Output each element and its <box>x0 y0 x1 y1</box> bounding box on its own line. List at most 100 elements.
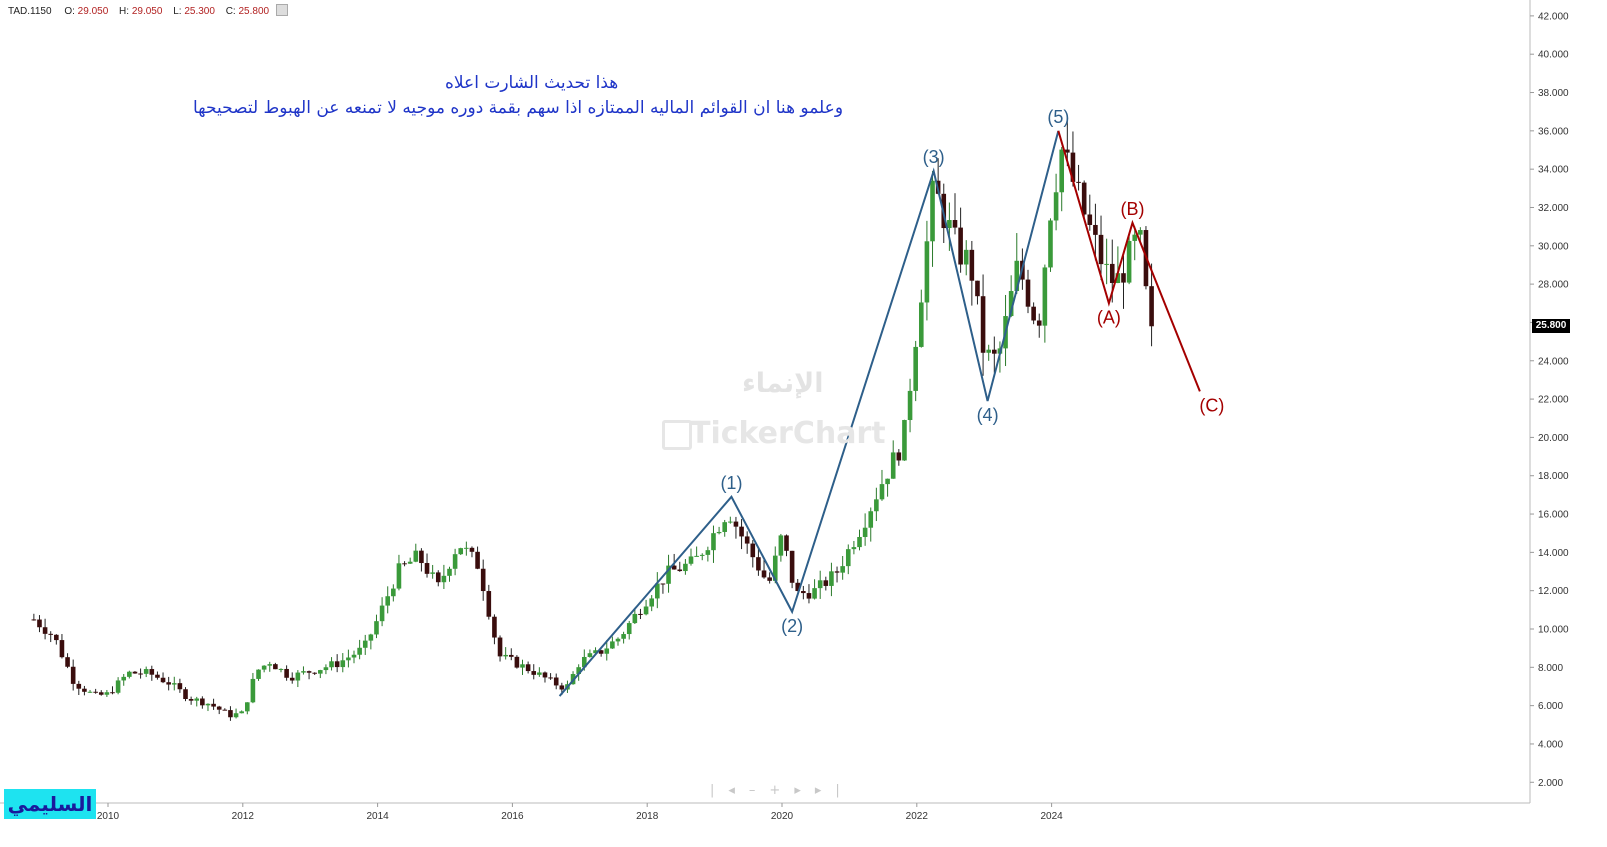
candle-body <box>334 661 340 668</box>
candle-body <box>306 671 312 673</box>
candle-body <box>93 691 98 693</box>
candle-body <box>683 563 688 572</box>
x-tick-label: 2010 <box>97 811 120 822</box>
y-tick-label: 4.000 <box>1538 739 1563 750</box>
candle-body <box>222 709 228 711</box>
candle-body <box>127 671 132 677</box>
x-tick-label: 2012 <box>232 811 255 822</box>
candle-body <box>542 672 548 678</box>
plus-icon[interactable]: + <box>769 783 795 798</box>
candle-body <box>31 619 37 621</box>
candle-body <box>447 568 452 576</box>
candle-body <box>104 692 110 695</box>
candle-body <box>834 571 840 573</box>
candle-body <box>171 683 177 685</box>
author-signature: السليمي <box>4 789 96 819</box>
candle-body <box>958 227 963 265</box>
candle-body <box>391 588 396 597</box>
end-icon[interactable]: ▸| <box>814 783 854 798</box>
candle-body <box>402 563 407 565</box>
candle-body <box>525 664 531 672</box>
candle-body <box>250 678 256 703</box>
impulse-wave-line <box>558 130 1060 697</box>
candle-body <box>177 683 183 690</box>
open-label: O: <box>64 6 75 17</box>
candle-body <box>548 677 553 679</box>
collapse-icon[interactable] <box>275 4 288 16</box>
candle-body <box>464 547 469 549</box>
candle-body <box>885 478 890 485</box>
candle-body <box>318 670 323 674</box>
candle-body <box>166 682 171 685</box>
candle-body <box>37 619 42 628</box>
candle-body <box>952 220 958 228</box>
y-tick-label: 6.000 <box>1538 701 1563 712</box>
candle-body <box>986 349 991 353</box>
minus-icon[interactable]: – <box>748 783 770 798</box>
candle-body <box>739 526 744 537</box>
candle-body <box>879 484 885 500</box>
impulse-wave-label: (3) <box>923 147 945 167</box>
candle-body <box>975 280 980 297</box>
candle-body <box>587 653 593 657</box>
candle-body <box>1104 263 1109 265</box>
candle-body <box>1048 220 1053 268</box>
candle-body <box>278 668 284 670</box>
high-value: 29.050 <box>131 6 163 17</box>
candle-body <box>1076 181 1081 183</box>
candle-body <box>368 634 374 641</box>
candle-body <box>806 593 812 599</box>
last-price-marker: 25.800 <box>1532 319 1570 334</box>
close-value: 25.800 <box>238 6 270 17</box>
candle-body <box>289 677 295 681</box>
candle-body <box>469 547 475 552</box>
candle-body <box>211 703 216 707</box>
candle-body <box>1053 192 1059 221</box>
candle-body <box>581 656 587 668</box>
x-tick-label: 2014 <box>366 811 389 822</box>
candle-body <box>913 346 918 391</box>
y-tick-label: 32.000 <box>1538 203 1569 214</box>
candle-body <box>784 535 789 551</box>
candle-body <box>1132 234 1138 241</box>
impulse-wave-label: (2) <box>781 616 803 636</box>
candle-body <box>666 565 671 584</box>
y-tick-label: 12.000 <box>1538 586 1569 597</box>
candle-body <box>458 548 464 555</box>
candle-body <box>188 698 194 701</box>
candle-body <box>346 657 351 661</box>
left-arrow-icon[interactable]: ◂ <box>728 783 749 798</box>
candle-body <box>744 536 750 544</box>
candle-body <box>1081 182 1087 215</box>
candle-body <box>475 551 480 569</box>
candle-body <box>918 302 924 347</box>
candle-body <box>705 550 711 555</box>
candle-body <box>492 616 497 638</box>
candle-body <box>1109 263 1115 284</box>
candle-body <box>267 664 273 666</box>
candle-body <box>1121 273 1126 283</box>
candle-body <box>497 637 503 657</box>
watermark-arabic: الإنماء <box>742 368 824 399</box>
candle-body <box>480 568 486 592</box>
candle-body <box>329 661 334 668</box>
y-tick-label: 8.000 <box>1538 663 1563 674</box>
candle-body <box>531 671 537 675</box>
candle-body <box>649 598 654 607</box>
candle-body <box>138 673 143 675</box>
low-label: L: <box>173 6 182 17</box>
y-tick-label: 14.000 <box>1538 548 1569 559</box>
candle-body <box>132 671 138 674</box>
correction-wave-label: (A) <box>1097 307 1121 327</box>
candle-body <box>1014 260 1020 292</box>
candle-body <box>379 605 385 622</box>
candle-body <box>424 563 430 574</box>
candle-body <box>115 680 121 693</box>
candle-body <box>772 555 778 581</box>
candle-body <box>801 591 806 594</box>
right-arrow-icon[interactable]: ▸ <box>794 783 815 798</box>
candle-body <box>419 550 424 564</box>
candle-body <box>840 566 845 573</box>
ohlc-header: TAD.1150 O: 29.050 H: 29.050 L: 25.300 C… <box>8 4 288 17</box>
